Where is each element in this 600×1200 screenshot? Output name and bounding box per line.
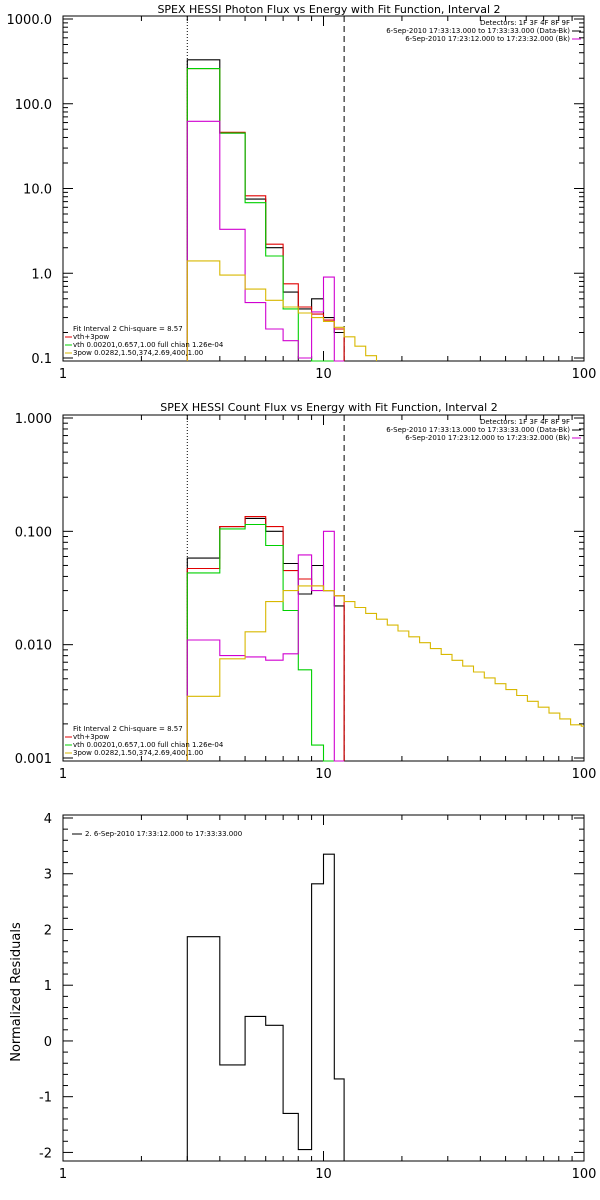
data-spectrum-line xyxy=(186,853,345,1161)
y-tick-label: 10.0 xyxy=(23,183,52,198)
legend-top-entry: 6-Sep-2010 17:23:12.000 to 17:23:32.000 … xyxy=(405,434,570,442)
thermal-component-line xyxy=(186,523,345,762)
legend-bottom-entry: vth 0.00201,0.657,1.00 full chian 1.26e-… xyxy=(73,741,224,749)
y-tick-label: -1 xyxy=(39,1091,52,1106)
y-tick-label: -2 xyxy=(39,1146,52,1161)
y-tick-label: 3 xyxy=(44,868,52,883)
y-tick-label: 100.0 xyxy=(15,98,52,113)
total-fit-line xyxy=(186,516,345,761)
residuals-panel: Normalized Residuals 2. 6-Sep-2010 17:33… xyxy=(9,812,596,1182)
background-line xyxy=(186,120,345,362)
legend-bottom-entry: Fit Interval 2 Chi-square = 8.57 xyxy=(73,725,183,733)
x-tick-label: 100 xyxy=(572,367,597,382)
legend-bottom-entry: vth 0.00201,0.657,1.00 full chian 1.26e-… xyxy=(73,341,224,349)
y-tick-label: 1 xyxy=(44,979,52,994)
legend-top-entry: Detectors: 1F 3F 4F 8F 9F xyxy=(480,418,570,426)
y-tick-label: 1.000 xyxy=(15,412,52,427)
x-tick-label: 10 xyxy=(315,367,332,382)
power-law-component-line xyxy=(186,585,584,761)
legend-bottom-entry: Fit Interval 2 Chi-square = 8.57 xyxy=(73,325,183,333)
x-tick-label: 1 xyxy=(59,767,67,782)
legend-top-entry: Detectors: 1F 3F 4F 8F 9F xyxy=(480,19,570,27)
background-line xyxy=(186,530,345,762)
x-tick-label: 100 xyxy=(572,767,597,782)
residuals-legend-text: 2. 6-Sep-2010 17:33:12.000 to 17:33:33.0… xyxy=(85,830,242,838)
legend-top-entry: 6-Sep-2010 17:33:13.000 to 17:33:33.000 … xyxy=(386,27,570,35)
legend-top-entry: 6-Sep-2010 17:33:13.000 to 17:33:33.000 … xyxy=(386,426,570,434)
y-tick-label: 1.0 xyxy=(31,267,52,282)
x-tick-label: 100 xyxy=(572,1167,597,1182)
y-tick-label: 0.1 xyxy=(31,352,52,367)
photon-flux-panel: SPEX HESSI Photon Flux vs Energy with Fi… xyxy=(7,3,597,382)
y-tick-label: 2 xyxy=(44,923,52,938)
x-tick-label: 1 xyxy=(59,1167,67,1182)
count-flux-panel: SPEX HESSI Count Flux vs Energy with Fit… xyxy=(15,401,597,782)
residuals-y-axis-label: Normalized Residuals xyxy=(9,922,24,1062)
x-tick-label: 10 xyxy=(315,1167,332,1182)
thermal-component-line xyxy=(186,68,345,362)
x-tick-label: 10 xyxy=(315,767,332,782)
legend-bottom-entry: 3pow 0.0282,1.50,374,2.69,400,1.00 xyxy=(73,749,203,757)
power-law-component-line xyxy=(186,260,378,361)
y-tick-label: 0.100 xyxy=(15,525,52,540)
legend-bottom-entry: vth+3pow xyxy=(73,333,109,341)
x-tick-label: 1 xyxy=(59,367,67,382)
y-tick-label: 0.010 xyxy=(15,639,52,654)
legend-bottom-entry: vth+3pow xyxy=(73,733,109,741)
total-fit-line xyxy=(186,68,345,361)
legend-top-entry: 6-Sep-2010 17:23:12.000 to 17:23:32.000 … xyxy=(405,35,570,43)
y-tick-label: 4 xyxy=(44,812,52,827)
y-tick-label: 0.001 xyxy=(15,752,52,767)
photon-flux-title: SPEX HESSI Photon Flux vs Energy with Fi… xyxy=(157,3,500,16)
y-tick-label: 0 xyxy=(44,1035,52,1050)
y-tick-label: 1000.0 xyxy=(7,13,53,28)
count-flux-title: SPEX HESSI Count Flux vs Energy with Fit… xyxy=(160,401,497,414)
legend-bottom-entry: 3pow 0.0282,1.50,374,2.69,400,1.00 xyxy=(73,349,203,357)
